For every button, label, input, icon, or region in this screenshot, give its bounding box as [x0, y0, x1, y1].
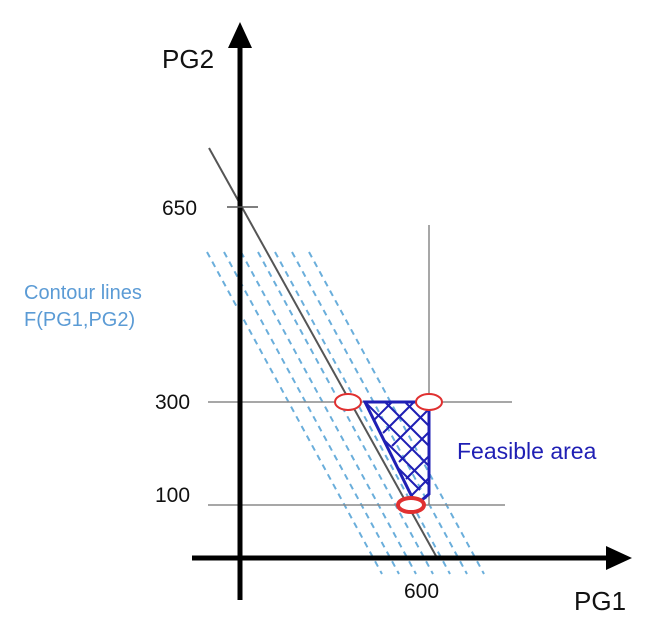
- y-tick-label-100: 100: [155, 484, 190, 507]
- vertex-marker-bottom: [396, 496, 426, 514]
- contour-function-label: F(PG1,PG2): [24, 309, 135, 331]
- feasible-hatch: [364, 401, 430, 467]
- y-axis-arrowhead: [228, 22, 252, 48]
- feasible-hatch: [398, 431, 430, 463]
- feasible-hatch: [411, 477, 430, 496]
- x-axis-label: PG1: [574, 586, 626, 616]
- y-tick-label-300: 300: [155, 391, 190, 414]
- feasible-area: [362, 400, 431, 508]
- contour-lines-label: Contour lines: [24, 282, 142, 304]
- contour-line: [240, 251, 417, 575]
- x-axis: [192, 546, 632, 570]
- y-axis: [228, 22, 252, 600]
- contour-lines: [206, 251, 485, 575]
- power-balance-line: [208, 147, 437, 557]
- feasible-hatch: [397, 467, 421, 491]
- y-axis-label: PG2: [162, 44, 214, 74]
- feasible-hatch: [373, 401, 393, 421]
- x-axis-arrowhead: [606, 546, 632, 570]
- feasible-hatch: [382, 401, 415, 434]
- contour-line: [223, 251, 400, 575]
- contour-line: [257, 251, 434, 575]
- vertex-marker-upper-left: [334, 393, 362, 411]
- feasible-hatch: [405, 455, 430, 480]
- feasible-hatch: [391, 408, 430, 447]
- y-tick-label-650: 650: [162, 197, 197, 220]
- contour-line: [291, 251, 468, 575]
- vertex-marker-upper-right: [415, 393, 443, 411]
- feasible-hatch: [383, 439, 430, 486]
- feasible-area-label: Feasible area: [457, 438, 597, 464]
- x-tick-label-600: 600: [404, 580, 439, 603]
- feasible-area-outline: [362, 400, 431, 508]
